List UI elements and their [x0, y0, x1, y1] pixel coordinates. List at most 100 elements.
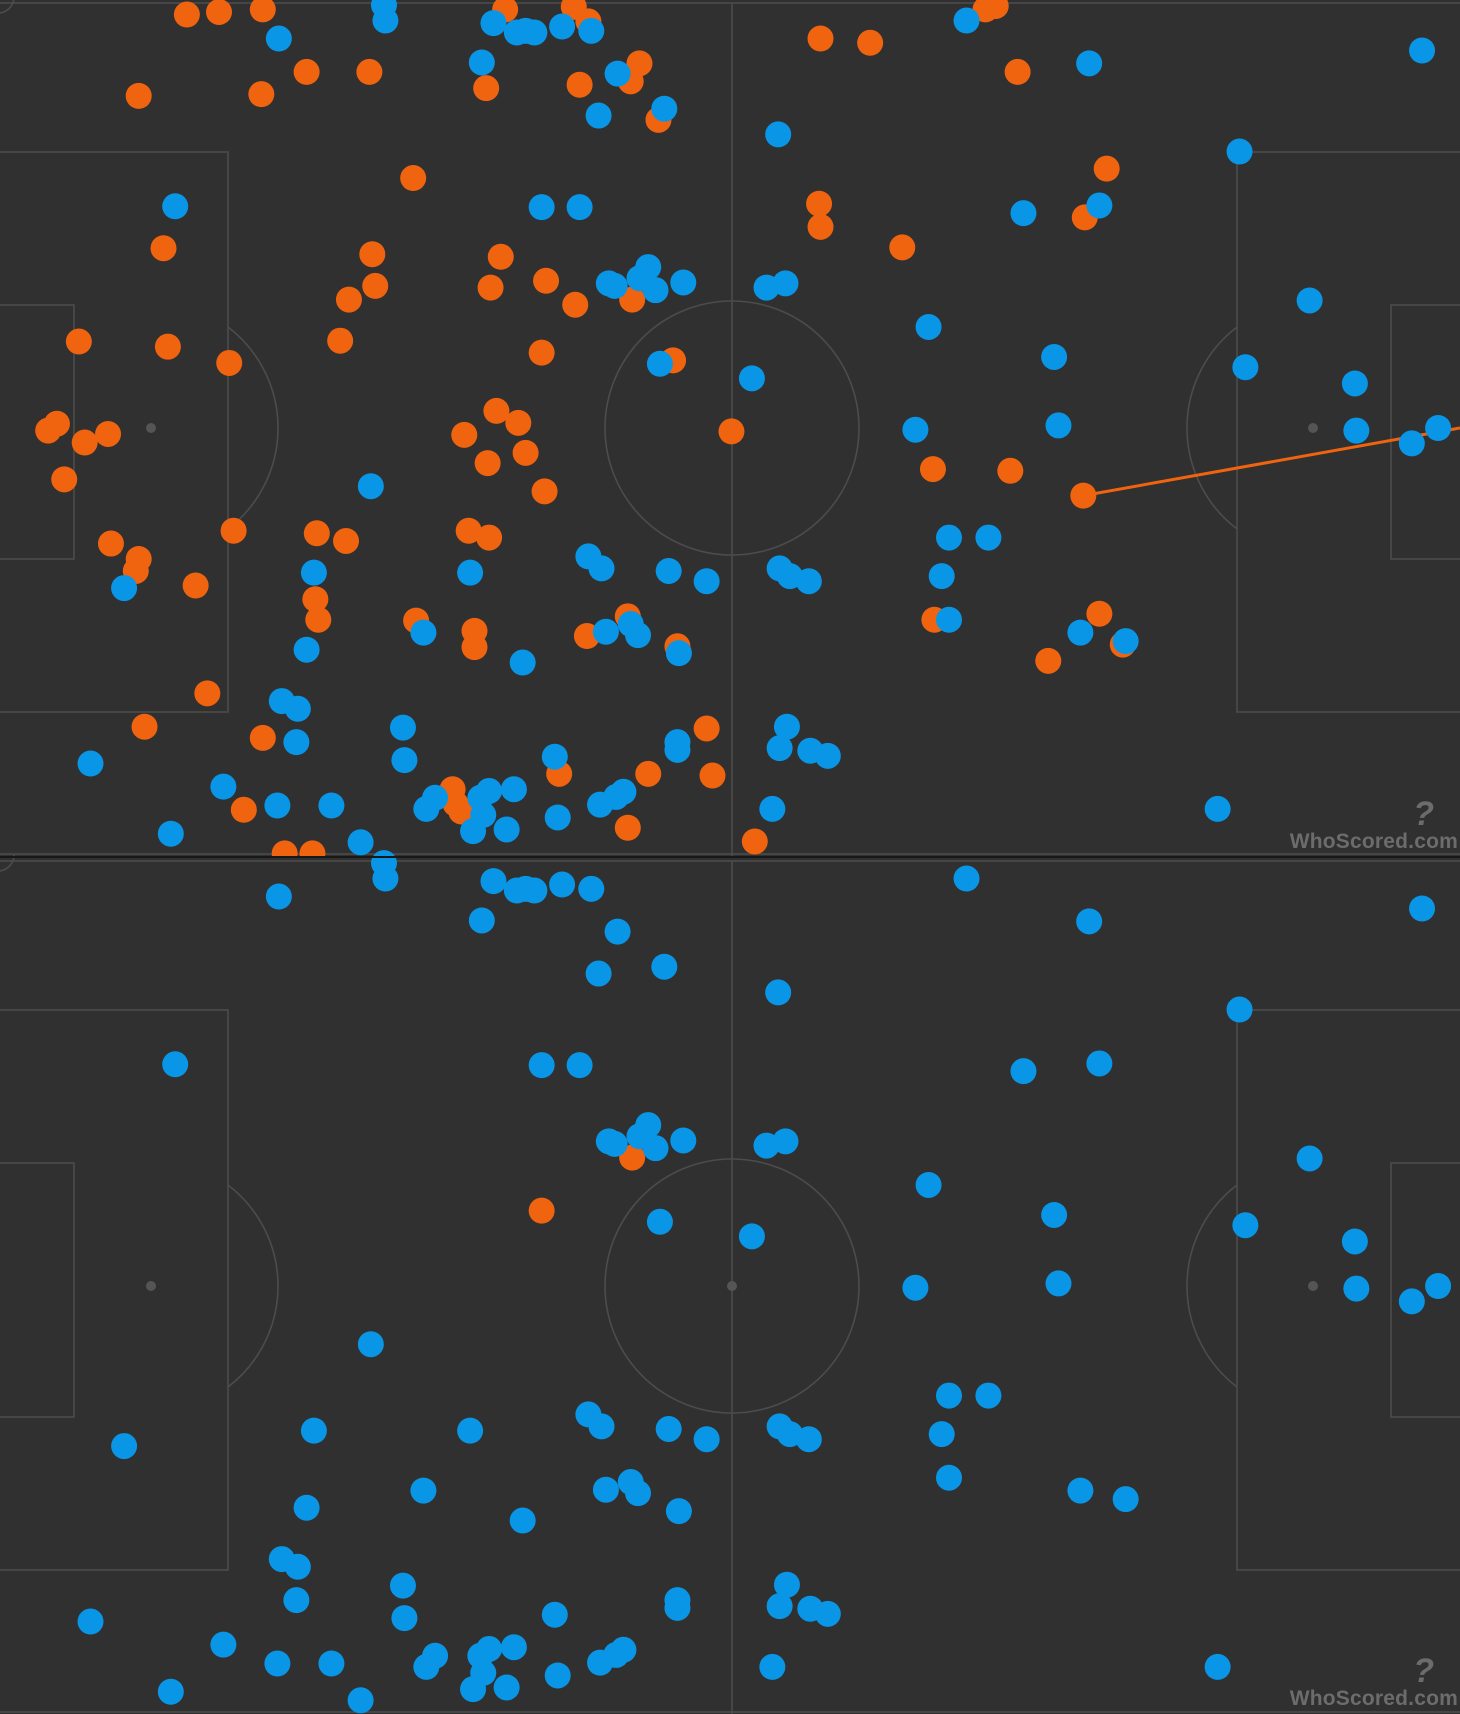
- event-point-series2-82: [318, 1650, 345, 1677]
- event-point-series2-79: [664, 736, 691, 763]
- event-point-series2-18: [1226, 138, 1253, 165]
- event-point-series1-57: [303, 520, 330, 547]
- event-point-series2-72: [391, 747, 418, 774]
- event-point-series1-45: [95, 420, 122, 447]
- event-point-series1-27: [150, 235, 177, 262]
- event-point-series2-93: [610, 1636, 637, 1663]
- event-point-series2-34: [1296, 1145, 1323, 1172]
- left-six-yard-box: [0, 304, 75, 560]
- event-point-series2-83: [264, 1650, 291, 1677]
- right-penalty-arc: [1186, 1184, 1238, 1388]
- event-point-series2-71: [389, 714, 416, 741]
- event-point-series2-69: [284, 1553, 311, 1580]
- event-point-series2-21: [566, 194, 593, 221]
- event-point-series1-56: [455, 517, 482, 544]
- event-point-series1-83: [741, 828, 768, 855]
- event-point-series2-48: [111, 1433, 138, 1460]
- event-point-series2-63: [509, 649, 536, 676]
- event-point-series1-32: [477, 274, 504, 301]
- event-point-series2-81: [210, 1631, 237, 1658]
- event-point-series2-31: [1086, 192, 1113, 219]
- event-point-series2-99: [1204, 795, 1231, 822]
- event-point-series2-72: [391, 1605, 418, 1632]
- event-point-series1-23: [807, 213, 834, 240]
- event-point-series2-41: [1425, 1273, 1452, 1299]
- event-point-series2-3: [480, 10, 507, 37]
- event-point-series2-2: [372, 7, 399, 34]
- left-penalty-box: [0, 1009, 229, 1571]
- event-point-series2-25: [635, 1112, 662, 1139]
- right-penalty-spot: [1308, 1281, 1318, 1291]
- event-point-series1-2: [206, 0, 232, 25]
- event-point-series1-34: [562, 291, 589, 318]
- event-point-series1-40: [327, 327, 354, 354]
- event-point-series2-95: [157, 1678, 184, 1705]
- event-point-series2-16: [1076, 50, 1103, 77]
- event-point-series2-47: [928, 563, 955, 590]
- event-point-series1-90: [1086, 600, 1113, 627]
- event-point-series1-76: [448, 798, 475, 825]
- event-point-series1-20: [1004, 58, 1031, 85]
- right-penalty-box: [1236, 151, 1460, 713]
- event-point-series2-53: [655, 1415, 682, 1442]
- event-point-series2-40: [1045, 412, 1072, 439]
- event-point-series1-81: [699, 762, 726, 789]
- event-point-series1-70: [194, 680, 221, 707]
- event-point-series1-37: [65, 328, 92, 355]
- event-point-series2-15: [953, 865, 980, 892]
- event-point-series1-72: [249, 724, 276, 751]
- event-point-series1-12: [566, 71, 593, 98]
- event-point-series2-11: [604, 60, 631, 87]
- event-point-series2-29: [772, 270, 799, 297]
- event-point-series2-53: [655, 557, 682, 584]
- event-point-series2-44: [357, 1331, 384, 1358]
- event-point-series2-14: [765, 979, 792, 1006]
- event-point-series1-71: [131, 713, 158, 740]
- event-point-series2-37: [646, 350, 673, 377]
- event-point-series2-96: [347, 1687, 374, 1714]
- event-point-series2-49: [300, 1417, 327, 1444]
- event-point-series2-19: [162, 193, 189, 220]
- event-point-series2-58: [936, 606, 962, 633]
- event-point-series2-23: [601, 1130, 628, 1157]
- event-point-series2-43: [1398, 430, 1425, 457]
- event-point-series2-6: [521, 19, 548, 46]
- event-point-series2-65: [293, 1494, 320, 1521]
- event-point-series2-86: [500, 1634, 527, 1661]
- event-point-series2-25: [635, 254, 662, 281]
- event-point-series2-31: [1086, 1050, 1113, 1077]
- event-point-series2-50: [457, 559, 484, 586]
- event-point-series2-59: [592, 1476, 619, 1503]
- event-point-series2-94: [759, 795, 786, 822]
- event-point-series2-79: [664, 1594, 691, 1621]
- event-point-series2-46: [975, 1382, 1002, 1409]
- event-point-series2-88: [413, 1653, 440, 1680]
- event-point-series2-88: [413, 795, 440, 822]
- event-point-series2-32: [915, 1171, 942, 1198]
- whoscored-logo-icon-bottom: ?: [1413, 1652, 1434, 1690]
- event-point-series2-48: [111, 575, 138, 602]
- whoscored-logo-icon-top: ?: [1413, 795, 1434, 833]
- event-point-series2-86: [500, 776, 527, 803]
- event-point-series1-88: [1070, 482, 1097, 509]
- event-point-series2-58: [936, 1464, 962, 1491]
- event-point-series2-20: [528, 194, 555, 221]
- event-point-series1-28: [359, 241, 386, 268]
- event-point-series2-12: [585, 102, 612, 129]
- event-point-series1-52: [505, 409, 532, 436]
- event-point-series2-54: [693, 568, 720, 595]
- event-point-series2-19: [162, 1051, 189, 1078]
- event-point-series2-30: [1010, 1058, 1037, 1085]
- event-point-series2-80: [77, 1608, 104, 1635]
- event-point-series2-2: [372, 865, 399, 892]
- event-point-series2-64: [665, 640, 692, 667]
- event-point-series1-24: [889, 234, 916, 261]
- event-point-series1-6: [125, 82, 152, 109]
- event-point-series2-61: [625, 1480, 652, 1507]
- event-point-series2-10: [468, 49, 495, 76]
- event-point-series1-7: [248, 81, 275, 108]
- event-point-series2-73: [773, 713, 800, 740]
- event-point-series2-47: [928, 1421, 955, 1448]
- event-point-series1-80: [693, 715, 720, 742]
